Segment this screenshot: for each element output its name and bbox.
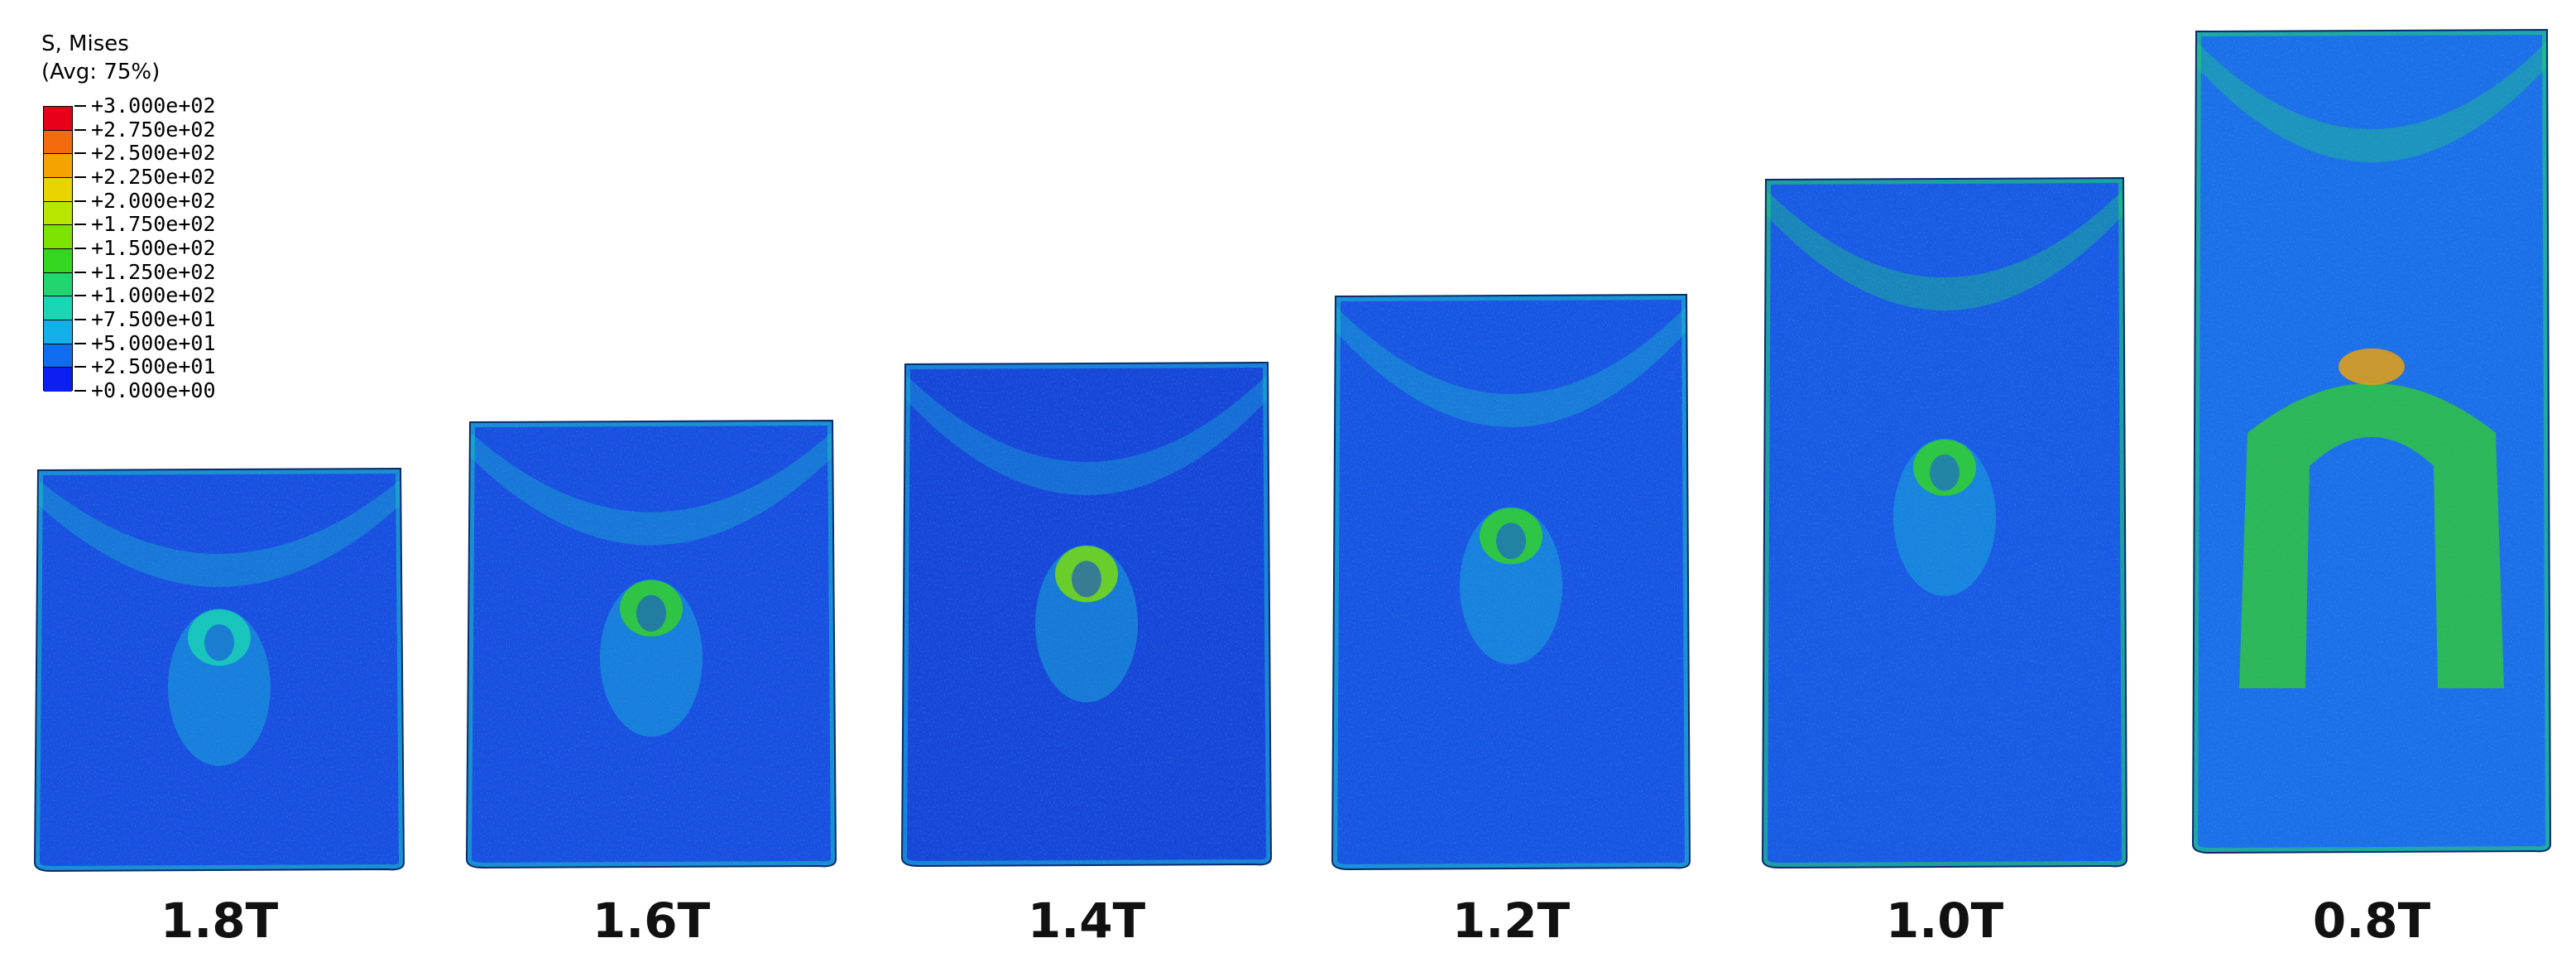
legend-swatch [44, 344, 72, 368]
specimen-label: 1.2T [1451, 892, 1571, 949]
legend-value: +1.750e+02 [91, 212, 216, 237]
legend-value: +3.000e+02 [91, 94, 216, 118]
legend-tick [74, 319, 86, 320]
legend-swatch [44, 107, 72, 131]
legend-title-variable: S, Mises [41, 31, 129, 56]
specimen-plot [1331, 293, 1691, 871]
legend-tick [74, 248, 86, 249]
legend-value: +2.000e+02 [91, 188, 216, 213]
legend-tick [74, 176, 86, 178]
legend-tick [74, 366, 86, 368]
legend-value: +1.000e+02 [91, 283, 216, 308]
legend-swatch [44, 320, 72, 344]
specimen-label: 1.6T [592, 892, 711, 949]
specimen-label: 0.8T [2312, 892, 2431, 949]
legend-title-averaging: (Avg: 75%) [41, 60, 161, 84]
legend-value: +1.250e+02 [91, 259, 216, 284]
legend-value: +2.500e+01 [91, 354, 216, 379]
legend-value: +2.250e+02 [91, 165, 216, 189]
legend-swatch [44, 178, 72, 202]
legend-tick [74, 342, 86, 344]
specimen-label: 1.0T [1885, 892, 2004, 949]
legend-swatch [44, 201, 72, 226]
legend-swatch [44, 272, 72, 297]
specimen-label: 1.4T [1027, 892, 1146, 949]
legend-swatch [44, 249, 72, 273]
legend-swatch [44, 130, 72, 155]
legend-tick [74, 390, 86, 392]
legend-swatch [44, 296, 72, 320]
legend-value: +1.500e+02 [91, 236, 216, 260]
specimen-plot [900, 361, 1273, 868]
legend-tick [74, 295, 86, 297]
legend-value: +2.500e+02 [91, 141, 216, 166]
specimen-label: 1.8T [160, 892, 279, 949]
legend-tick [74, 105, 86, 107]
legend-value: +2.750e+02 [91, 117, 216, 142]
legend-value: +0.000e+00 [91, 378, 216, 402]
specimen-plot [1761, 176, 2128, 869]
stress-legend: S, Mises (Avg: 75%) +3.000e+02 +2.750e+02… [41, 31, 290, 404]
legend-tick [74, 224, 86, 226]
legend-tick [74, 200, 86, 202]
legend-swatch [44, 225, 72, 249]
legend-tick [74, 152, 86, 155]
legend-color-bar [43, 106, 73, 392]
legend-value: +5.000e+01 [91, 330, 216, 355]
legend-swatch [44, 368, 72, 392]
specimen-plot [2191, 28, 2552, 854]
specimen-plot [33, 467, 405, 873]
legend-value: +7.500e+01 [91, 307, 216, 331]
legend-swatch [44, 154, 72, 178]
legend-tick [74, 128, 86, 131]
legend-tick [74, 271, 86, 273]
specimen-plot [465, 419, 837, 869]
